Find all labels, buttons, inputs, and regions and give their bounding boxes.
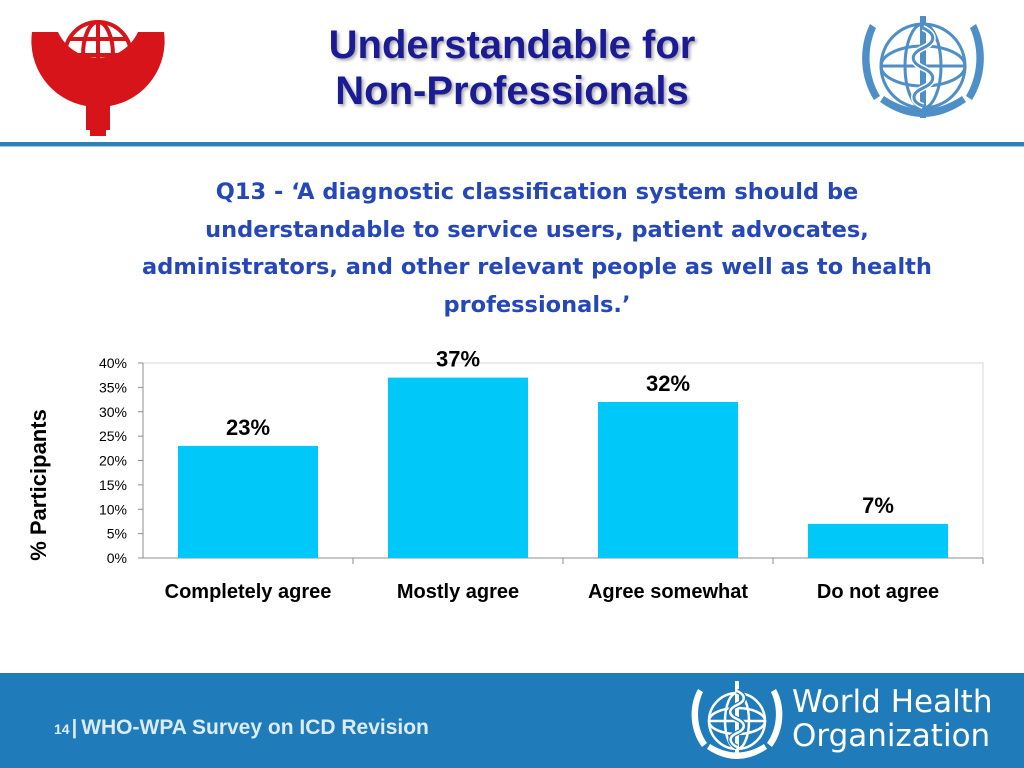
y-tick-label: 0% — [107, 550, 127, 566]
bar — [178, 445, 318, 558]
who-wordmark: World Health Organization — [792, 685, 993, 753]
y-tick-label: 5% — [107, 526, 127, 542]
y-tick-label: 35% — [99, 379, 127, 395]
y-tick-label: 40% — [99, 355, 127, 371]
category-label: Do not agree — [817, 581, 939, 603]
footer-title: WHO-WPA Survey on ICD Revision — [81, 716, 429, 739]
footer-bar: 14 | WHO-WPA Survey on ICD Revision World … — [0, 673, 1024, 768]
y-tick-label: 20% — [99, 453, 127, 469]
y-tick-label: 15% — [99, 477, 127, 493]
wpa-globe-cross-icon — [31, 20, 165, 136]
who-wordmark-line2: Organization — [792, 718, 991, 754]
y-axis-title: % Participants — [26, 409, 51, 561]
page-number: 14 — [54, 721, 70, 737]
slide-title-line1: Understandable for — [328, 23, 696, 67]
category-label: Completely agree — [165, 581, 332, 603]
slide-title-line2: Non-Professionals — [335, 69, 689, 113]
footer-caption: 14 | WHO-WPA Survey on ICD Revision — [54, 716, 429, 740]
bar — [598, 402, 738, 558]
bar-chart: 0% 5% 10% 15% 20% 25% 30% 35% 40% 23% 37% 32% 7% Co… — [26, 347, 984, 603]
who-wordmark-line1: World Health — [792, 684, 993, 720]
data-label: 23% — [226, 415, 270, 440]
category-label: Mostly agree — [397, 581, 519, 603]
who-emblem-icon — [862, 16, 984, 118]
y-tick-label: 30% — [99, 404, 127, 420]
y-tick-label: 25% — [99, 428, 127, 444]
bar — [388, 377, 528, 558]
survey-question: Q13 - ‘A diagnostic classification syste… — [142, 179, 932, 318]
y-tick-label: 10% — [99, 501, 127, 517]
category-label: Agree somewhat — [588, 581, 748, 603]
header-divider — [0, 142, 1024, 147]
slide-title: Understandable for Non-Professionals — [230, 22, 794, 114]
footer-separator: | — [71, 717, 78, 739]
who-emblem-icon — [691, 681, 783, 759]
data-label: 32% — [646, 371, 690, 396]
bar — [808, 523, 948, 558]
data-label: 37% — [436, 347, 480, 372]
data-label: 7% — [862, 493, 894, 518]
